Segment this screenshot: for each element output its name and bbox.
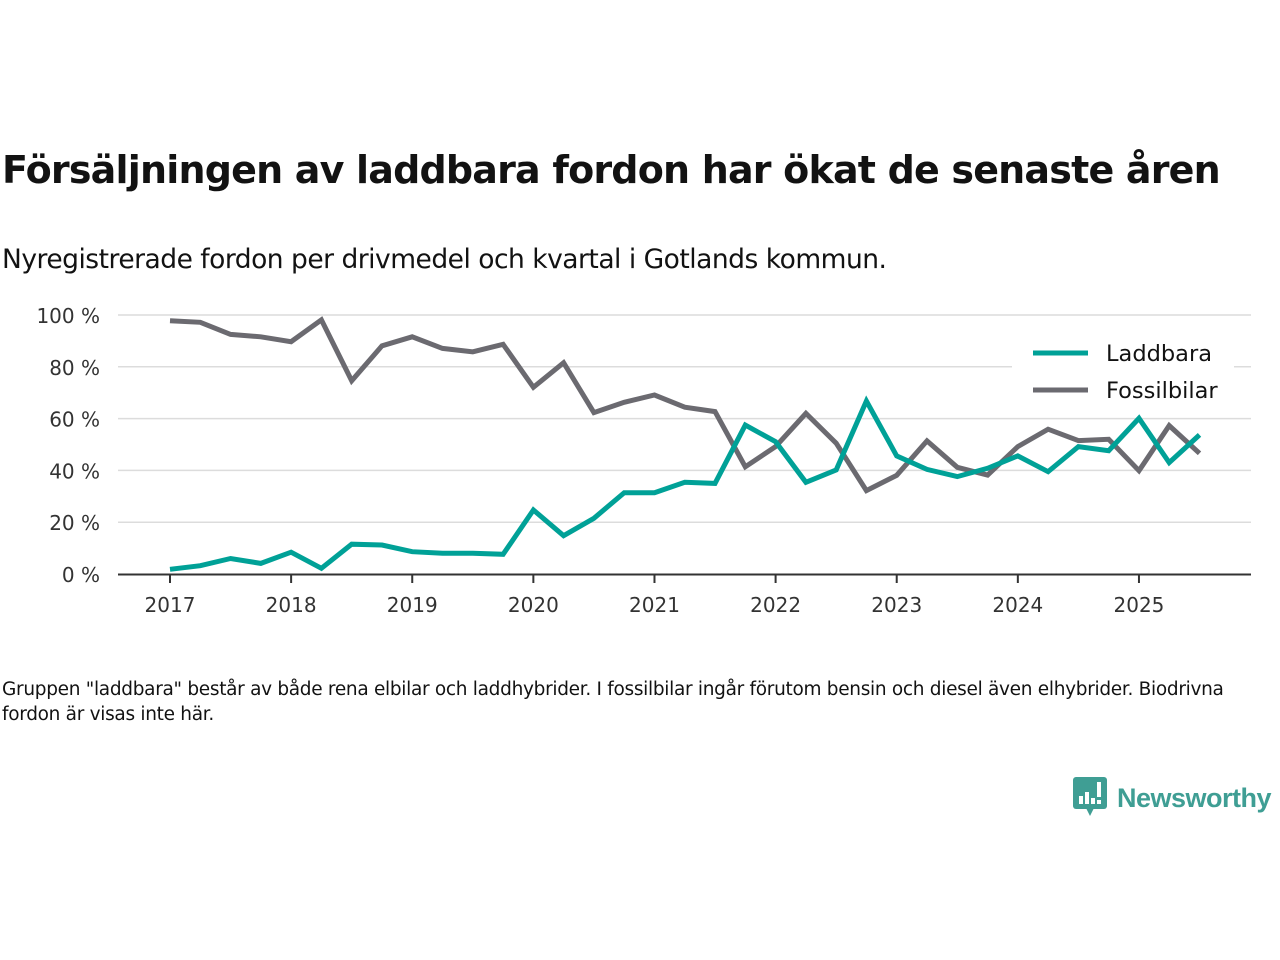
x-tick-label: 2017: [145, 593, 196, 617]
logo-text: Newsworthy: [1117, 782, 1272, 813]
legend-label-fossilbilar: Fossilbilar: [1106, 378, 1218, 404]
series-line-laddbara: [169, 395, 1202, 572]
y-tick-label: 20 %: [49, 511, 100, 535]
x-tick-label: 2021: [629, 593, 680, 617]
chart-subtitle: Nyregistrerade fordon per drivmedel och …: [2, 244, 887, 275]
y-tick-label: 100 %: [36, 304, 100, 328]
x-tick-label: 2023: [871, 593, 922, 617]
x-tick-label: 2022: [750, 593, 801, 617]
y-tick-label: 60 %: [49, 408, 100, 432]
x-tick-label: 2024: [992, 593, 1043, 617]
y-tick-label: 0 %: [62, 563, 100, 587]
x-tick-label: 2019: [387, 593, 438, 617]
bar-chart-speech-bubble-icon: [1073, 777, 1107, 816]
x-tick-label: 2018: [266, 593, 317, 617]
x-axis-ticks: 2017 2018 2019 2020 2021 2022 2023 2024 2025: [145, 574, 1165, 617]
legend: Laddbara Fossilbilar: [1012, 333, 1234, 409]
y-axis-tick-labels: 0 % 20 % 40 % 60 % 80 % 100 %: [36, 304, 100, 587]
newsworthy-logo: Newsworthy: [1073, 777, 1272, 819]
chart-title: Försäljningen av laddbara fordon har öka…: [2, 148, 1221, 192]
x-tick-label: 2025: [1114, 593, 1165, 617]
series-line-fossilbilar: [169, 316, 1202, 494]
footnote: Gruppen "laddbara" består av både rena e…: [2, 679, 1224, 725]
y-tick-label: 40 %: [49, 459, 100, 483]
y-tick-label: 80 %: [49, 356, 100, 380]
legend-label-laddbara: Laddbara: [1106, 341, 1212, 367]
line-chart: 0 % 20 % 40 % 60 % 80 % 100 % 2017 2018 2019 202…: [36, 304, 1251, 617]
legend-background: [1012, 333, 1234, 409]
series-lines: [169, 316, 1202, 572]
x-tick-label: 2020: [508, 593, 559, 617]
